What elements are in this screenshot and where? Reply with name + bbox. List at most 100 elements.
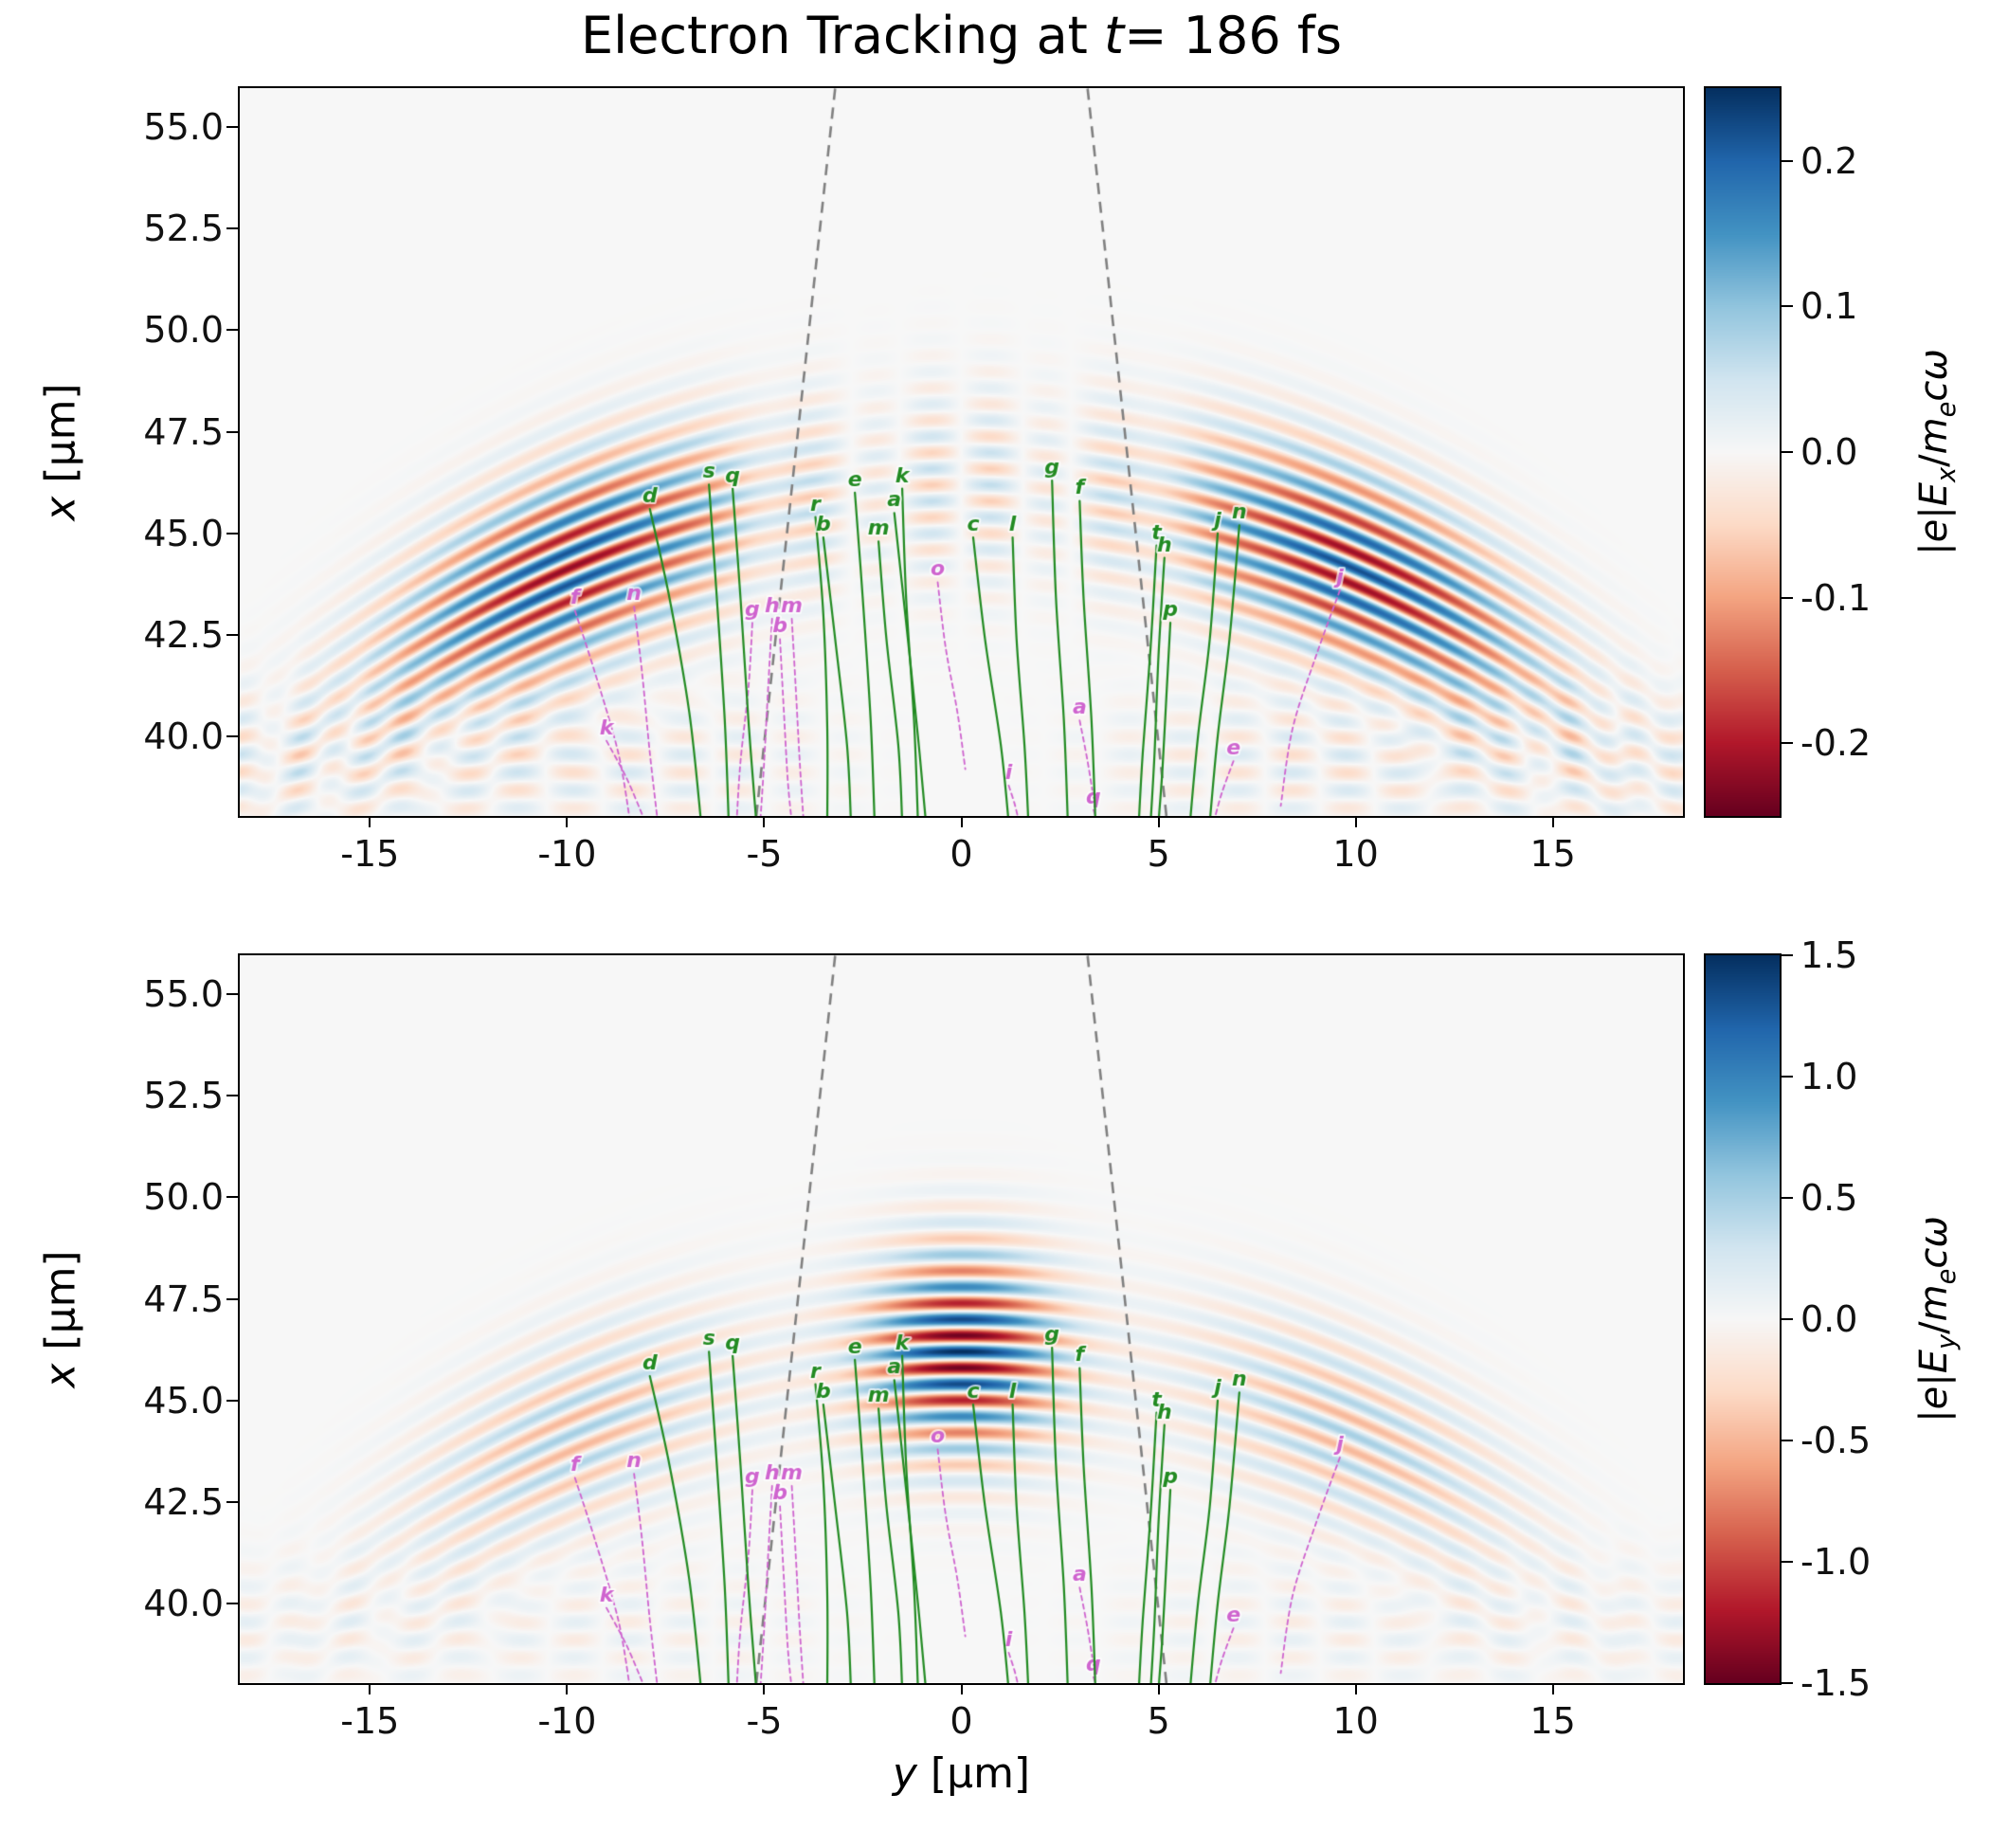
colorbar-tick-mark [1782, 1682, 1793, 1684]
colorbar-tick-label: -0.2 [1800, 722, 1872, 765]
y-tick-mark [226, 1095, 238, 1097]
x-tick-mark [1157, 816, 1160, 827]
y-tick-mark [226, 634, 238, 637]
colorbar-ey [1704, 953, 1782, 1685]
y-axis-label-top: x [μm] [37, 383, 85, 520]
x-tick-label: 15 [1529, 1700, 1576, 1742]
colorbar-tick-mark [1782, 596, 1793, 599]
y-tick-label: 42.5 [143, 614, 224, 657]
x-tick-label: -15 [340, 833, 400, 875]
x-tick-label: 5 [1147, 1700, 1170, 1742]
colorbar-tick-mark [1782, 954, 1793, 956]
y-tick-label: 55.0 [143, 105, 224, 148]
x-tick-label: 5 [1147, 833, 1170, 875]
x-tick-mark [369, 816, 371, 827]
x-tick-label: 0 [950, 833, 973, 875]
colorbar-tick-label: -0.1 [1800, 576, 1872, 619]
x-axis-unit: [μm] [916, 1749, 1031, 1798]
y-tick-label: 50.0 [143, 309, 224, 352]
y-tick-mark [226, 227, 238, 230]
colorbar-ex [1704, 86, 1782, 818]
y-tick-label: 47.5 [143, 1277, 224, 1320]
y-tick-mark [226, 329, 238, 332]
x-tick-label: -5 [746, 1700, 783, 1742]
y-tick-label: 40.0 [143, 1583, 224, 1625]
y-axis-variable-top: x [36, 496, 85, 521]
colorbar-tick-mark [1782, 159, 1793, 162]
colorbar-tick-label: 0.0 [1800, 431, 1858, 473]
x-tick-mark [1354, 1683, 1357, 1694]
colorbar-label-ey: |e|Ey/mecω [1912, 1216, 1962, 1422]
x-tick-mark [566, 816, 569, 827]
x-tick-mark [1157, 1683, 1160, 1694]
colorbar-tick-mark [1782, 1561, 1793, 1563]
colorbar-tick-label: -0.5 [1800, 1420, 1872, 1461]
x-tick-label: -5 [746, 833, 783, 875]
x-tick-mark [960, 816, 963, 827]
colorbar-tick-label: 1.0 [1800, 1056, 1858, 1097]
y-tick-mark [226, 1603, 238, 1605]
x-tick-label: 15 [1529, 833, 1576, 875]
y-tick-label: 40.0 [143, 716, 224, 758]
colorbar-tick-label: 1.5 [1800, 934, 1858, 976]
colorbar-tick-mark [1782, 1440, 1793, 1441]
x-axis-variable: y [892, 1749, 917, 1798]
colorbar-tick-mark [1782, 305, 1793, 308]
y-tick-mark [226, 1501, 238, 1504]
x-tick-label: 0 [950, 1700, 973, 1742]
colorbar-tick-mark [1782, 1197, 1793, 1199]
y-tick-label: 45.0 [143, 512, 224, 554]
x-tick-mark [369, 1683, 371, 1694]
y-tick-mark [226, 532, 238, 534]
x-tick-mark [763, 816, 766, 827]
y-tick-mark [226, 125, 238, 128]
heatmap-ey-panel [238, 953, 1685, 1685]
chart-title-suffix: = 186 fs [1124, 6, 1343, 65]
colorbar-tick-mark [1782, 451, 1793, 453]
y-tick-label: 45.0 [143, 1379, 224, 1422]
y-tick-mark [226, 430, 238, 433]
y-tick-label: 47.5 [143, 410, 224, 453]
y-tick-label: 52.5 [143, 1075, 224, 1117]
x-tick-label: -10 [537, 1700, 597, 1742]
y-axis-unit-bottom: [μm] [36, 1250, 85, 1364]
colorbar-tick-label: -1.0 [1800, 1541, 1872, 1583]
x-tick-mark [1551, 816, 1554, 827]
chart-title: Electron Tracking at t= 186 fs [240, 6, 1683, 65]
colorbar-tick-mark [1782, 742, 1793, 745]
chart-title-variable: t [1104, 6, 1125, 65]
x-tick-mark [763, 1683, 766, 1694]
colorbar-tick-label: -1.5 [1800, 1662, 1872, 1704]
y-tick-mark [226, 1399, 238, 1402]
colorbar-label-ex: |e|Ex/mecω [1912, 349, 1962, 555]
colorbar-tick-mark [1782, 1318, 1793, 1320]
colorbar-tick-label: 0.0 [1800, 1298, 1858, 1340]
y-tick-label: 42.5 [143, 1481, 224, 1524]
x-tick-label: -10 [537, 833, 597, 875]
y-tick-label: 50.0 [143, 1176, 224, 1219]
y-tick-label: 55.0 [143, 972, 224, 1015]
y-tick-label: 52.5 [143, 208, 224, 250]
y-axis-label-bottom: x [μm] [37, 1250, 85, 1387]
x-tick-label: 10 [1332, 833, 1379, 875]
y-tick-mark [226, 992, 238, 995]
x-tick-mark [1354, 816, 1357, 827]
x-axis-label: y [μm] [240, 1749, 1683, 1798]
x-tick-mark [566, 1683, 569, 1694]
x-tick-mark [1551, 1683, 1554, 1694]
y-axis-unit-top: [μm] [36, 383, 85, 497]
y-tick-mark [226, 735, 238, 738]
y-axis-variable-bottom: x [36, 1363, 85, 1388]
x-tick-mark [960, 1683, 963, 1694]
colorbar-tick-label: 0.5 [1800, 1177, 1858, 1219]
chart-title-prefix: Electron Tracking at [580, 6, 1105, 65]
colorbar-tick-mark [1782, 1076, 1793, 1078]
x-tick-label: -15 [340, 1700, 400, 1742]
y-tick-mark [226, 1297, 238, 1300]
x-tick-label: 10 [1332, 1700, 1379, 1742]
y-tick-mark [226, 1196, 238, 1199]
colorbar-tick-label: 0.2 [1800, 139, 1858, 182]
colorbar-tick-label: 0.1 [1800, 285, 1858, 328]
heatmap-ex-panel [238, 86, 1685, 818]
